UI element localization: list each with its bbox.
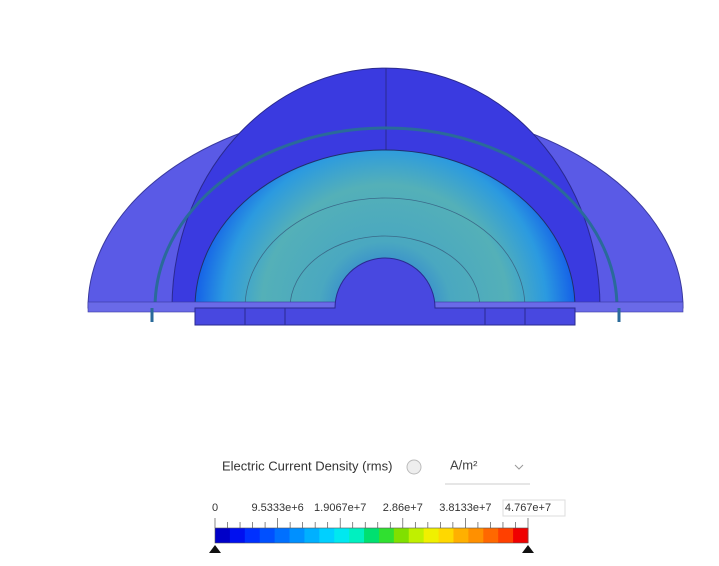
color-swatch xyxy=(349,528,365,543)
min-handle[interactable] xyxy=(209,545,221,553)
color-swatch xyxy=(334,528,350,543)
tick-label: 1.9067e+7 xyxy=(314,502,366,514)
color-swatch xyxy=(259,528,276,543)
max-handle[interactable] xyxy=(522,545,534,553)
color-swatch xyxy=(468,528,484,543)
unit-select[interactable]: A/m² xyxy=(450,457,478,472)
color-swatch xyxy=(423,528,440,543)
model xyxy=(87,67,684,326)
legend: Electric Current Density (rms) A/m² 0 9.5… xyxy=(209,457,566,553)
contour xyxy=(289,235,481,309)
tick-label: 9.5333e+6 xyxy=(251,502,303,514)
colorbar-frame xyxy=(214,527,529,544)
color-swatch xyxy=(483,528,499,543)
color-swatch xyxy=(513,528,529,543)
menu-button[interactable] xyxy=(406,459,422,475)
tick-label: 4.767e+7 xyxy=(505,502,551,514)
color-swatch xyxy=(319,528,335,543)
ring xyxy=(153,126,619,309)
contour xyxy=(244,197,526,309)
tick-label: 3.8133e+7 xyxy=(439,502,491,514)
legend-title: Electric Current Density (rms) xyxy=(222,458,392,473)
color-swatch xyxy=(364,528,380,543)
color-swatch xyxy=(453,528,469,543)
tick-label: 0 xyxy=(212,502,218,514)
color-swatch xyxy=(289,528,305,543)
color-swatch xyxy=(438,528,454,543)
tick-label: 2.86e+7 xyxy=(383,502,423,514)
color-swatch xyxy=(274,528,291,543)
color-swatch xyxy=(393,528,410,543)
color-swatch xyxy=(215,528,231,543)
color-swatch xyxy=(408,528,425,543)
max-input[interactable] xyxy=(502,499,566,517)
color-swatch xyxy=(244,528,261,543)
color-swatch xyxy=(304,528,320,543)
color-swatch xyxy=(498,528,514,543)
base-block xyxy=(194,257,576,326)
colorbar: 0 9.5333e+6 1.9067e+7 2.86e+7 3.8133e+7 4.767… xyxy=(212,499,566,544)
field-region xyxy=(194,149,576,309)
color-swatch xyxy=(378,528,395,543)
color-swatch xyxy=(229,528,246,543)
dropdown-arrow[interactable] xyxy=(514,464,524,470)
